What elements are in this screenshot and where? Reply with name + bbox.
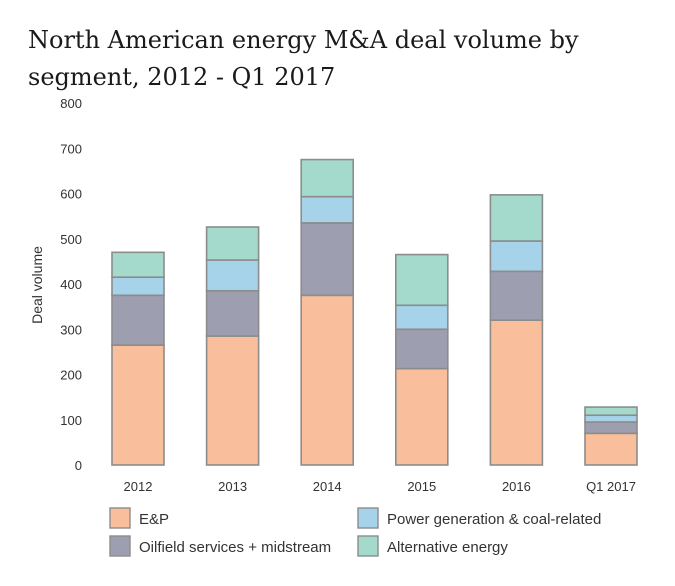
legend-swatch xyxy=(109,507,131,529)
bar-segment-2016-series-1 xyxy=(489,270,544,321)
bar-segment-2013-series-0 xyxy=(205,335,260,466)
bar-segment-2016-series-3 xyxy=(489,194,544,242)
bar-segment-2013-series-1 xyxy=(205,289,260,337)
y-tick-label: 100 xyxy=(60,413,82,428)
y-tick-label: 400 xyxy=(60,277,82,292)
y-tick-label: 200 xyxy=(60,368,82,383)
bar-segment-2014-series-2 xyxy=(300,195,355,224)
bar-segment-2015-series-0 xyxy=(394,367,449,466)
bar-segment-2014-series-0 xyxy=(300,294,355,466)
legend-label: Alternative energy xyxy=(387,539,508,556)
y-axis-label: Deal volume xyxy=(29,246,45,324)
y-tick-label: 500 xyxy=(60,232,82,247)
x-tick-label: 2012 xyxy=(124,479,153,494)
bars xyxy=(111,158,638,466)
bar-segment-q1-2017-series-1 xyxy=(584,421,638,435)
bar-segment-2012-series-0 xyxy=(111,344,165,466)
y-tick-label: 800 xyxy=(60,96,82,111)
x-tick-label: 2013 xyxy=(218,479,247,494)
y-tick-label: 700 xyxy=(60,141,82,156)
y-tick-label: 300 xyxy=(60,322,82,337)
bar-segment-q1-2017-series-2 xyxy=(584,414,638,423)
legend-swatch xyxy=(109,535,131,557)
legend: E&P Oilfield services + midstream Power ge… xyxy=(109,507,601,557)
bar-segment-q1-2017-series-3 xyxy=(584,406,638,417)
y-tick-label: 600 xyxy=(60,187,82,202)
bar-segment-2016-series-0 xyxy=(489,319,544,466)
x-tick-label: Q1 2017 xyxy=(586,479,636,494)
bar-segment-2016-series-2 xyxy=(489,240,544,273)
bar-segment-2014-series-3 xyxy=(300,158,355,198)
x-axis-ticks: 2012 2013 2014 2015 2016 Q1 2017 xyxy=(124,479,636,494)
legend-swatch xyxy=(357,535,379,557)
y-axis-ticks: 0 100 200 300 400 500 600 700 800 xyxy=(60,96,82,473)
bar-segment-2015-series-1 xyxy=(394,328,449,370)
x-tick-label: 2014 xyxy=(313,479,342,494)
bar-segment-2014-series-1 xyxy=(300,222,355,297)
bar-segment-q1-2017-series-0 xyxy=(584,432,638,466)
x-tick-label: 2015 xyxy=(407,479,436,494)
y-tick-label: 0 xyxy=(75,458,82,473)
bar-segment-2015-series-2 xyxy=(394,304,449,331)
x-tick-label: 2016 xyxy=(502,479,531,494)
legend-label: Oilfield services + midstream xyxy=(139,539,331,556)
bar-segment-2012-series-3 xyxy=(111,251,165,279)
bar-segment-2015-series-3 xyxy=(394,253,449,307)
bar-segment-2013-series-2 xyxy=(205,259,260,292)
legend-label: E&P xyxy=(139,511,169,528)
bar-segment-2012-series-1 xyxy=(111,294,165,346)
legend-label: Power generation & coal-related xyxy=(387,511,601,528)
chart-title: North American energy M&A deal volume by… xyxy=(28,26,579,91)
legend-swatch xyxy=(357,507,379,529)
bar-segment-2013-series-3 xyxy=(205,226,260,261)
bar-segment-2012-series-2 xyxy=(111,276,165,297)
